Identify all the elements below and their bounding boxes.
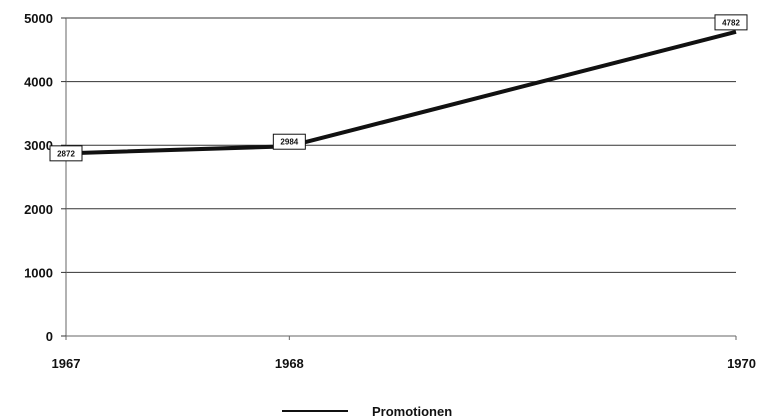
y-axis-ticks: 0 1000 2000 3000 4000 5000 bbox=[24, 11, 66, 344]
data-label: 2872 bbox=[57, 149, 75, 158]
x-tick-label: 1968 bbox=[275, 356, 304, 371]
y-tick-label: 2000 bbox=[24, 202, 53, 217]
x-tick-label: 1970 bbox=[727, 356, 756, 371]
legend: Promotionen bbox=[282, 404, 452, 419]
y-tick-label: 1000 bbox=[24, 265, 53, 280]
data-label-box bbox=[714, 14, 748, 31]
data-label-box bbox=[272, 133, 306, 150]
x-axis-ticks: 1967 1968 1970 bbox=[52, 336, 756, 371]
y-tick-label: 3000 bbox=[24, 138, 53, 153]
x-tick-label: 1967 bbox=[52, 356, 81, 371]
data-labels: 2872 2984 4782 bbox=[49, 14, 748, 162]
data-label: 4782 bbox=[722, 18, 740, 27]
data-label-box bbox=[49, 145, 83, 162]
y-tick-label: 5000 bbox=[24, 11, 53, 26]
axes bbox=[65, 18, 736, 337]
gridlines bbox=[66, 17, 736, 273]
data-label: 2984 bbox=[280, 138, 298, 147]
legend-label: Promotionen bbox=[372, 404, 452, 419]
series-group bbox=[65, 29, 737, 156]
y-tick-label: 4000 bbox=[24, 75, 53, 90]
y-tick-label: 0 bbox=[46, 329, 53, 344]
series-line-promotionen bbox=[65, 29, 737, 156]
